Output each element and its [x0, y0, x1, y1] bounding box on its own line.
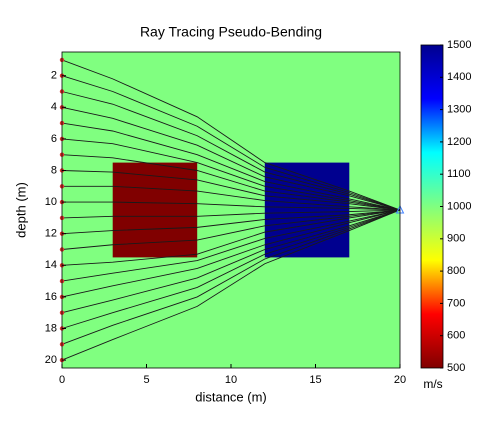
x-axis-label: distance (m) [195, 389, 267, 404]
ray [61, 122, 401, 211]
ray [61, 209, 401, 345]
colorbar [420, 44, 444, 369]
colorbar-tick-label: 1000 [447, 200, 471, 212]
y-tick-label: 6 [51, 133, 57, 145]
colorbar-tick-label: 500 [447, 362, 465, 374]
ray [61, 59, 401, 211]
chart-title: Ray Tracing Pseudo-Bending [140, 24, 322, 40]
ray [61, 209, 401, 250]
ray [61, 209, 401, 314]
y-tick-label: 8 [51, 164, 57, 176]
velocity-block [264, 162, 350, 258]
x-tick-label: 15 [309, 374, 321, 386]
ray [62, 185, 401, 211]
y-tick-label: 14 [45, 259, 57, 271]
y-tick-label: 12 [45, 228, 57, 240]
colorbar-tick-label: 1200 [447, 136, 471, 148]
y-tick-label: 10 [45, 196, 57, 208]
colorbar-tick-label: 600 [447, 330, 465, 342]
ray [61, 209, 401, 361]
y-tick-label: 4 [51, 101, 57, 113]
colorbar-tick-label: 1100 [447, 168, 471, 180]
ray [61, 154, 401, 211]
ray [62, 201, 401, 211]
y-tick-label: 18 [45, 322, 57, 334]
ray [61, 209, 401, 298]
x-tick-label: 5 [143, 374, 149, 386]
y-axis-label: depth (m) [13, 182, 28, 238]
colorbar-tick-label: 700 [447, 297, 465, 309]
colorbar-tick-label: 1300 [447, 104, 471, 116]
colorbar-tick-label: 800 [447, 265, 465, 277]
ray [61, 209, 401, 235]
x-tick-label: 0 [59, 374, 65, 386]
colorbar-tick-label: 1400 [447, 71, 471, 83]
ray [61, 138, 401, 211]
ray [61, 106, 401, 211]
ray [61, 75, 401, 211]
y-tick-label: 2 [51, 70, 57, 82]
velocity-block [112, 162, 198, 258]
ray [61, 170, 401, 211]
ray [61, 209, 401, 219]
ray [61, 209, 401, 282]
x-tick-label: 20 [394, 374, 406, 386]
colorbar-label: m/s [423, 377, 442, 391]
ray [61, 209, 401, 266]
y-tick-label: 16 [45, 291, 57, 303]
x-tick-label: 10 [225, 374, 237, 386]
colorbar-tick-label: 900 [447, 233, 465, 245]
y-tick-label: 20 [45, 354, 57, 366]
ray [61, 91, 401, 211]
ray [61, 209, 401, 329]
colorbar-tick-label: 1500 [447, 39, 471, 51]
